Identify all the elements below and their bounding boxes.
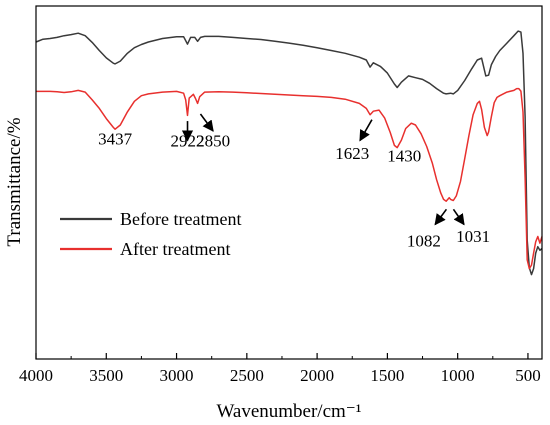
peak-label-1031: 1031	[456, 227, 490, 246]
series-line-before	[35, 30, 543, 276]
x-tick-label-3000: 3000	[160, 366, 194, 385]
peak-arrow-1623	[359, 119, 373, 142]
x-tick-label-500: 500	[515, 366, 541, 385]
peak-label-2850: 2850	[196, 131, 230, 150]
peak-label-1430: 1430	[387, 147, 421, 166]
x-tick-label-2000: 2000	[300, 366, 334, 385]
peak-arrow-1082	[434, 208, 448, 226]
x-tick-label-3500: 3500	[89, 366, 123, 385]
peak-label-1623: 1623	[335, 144, 369, 163]
plot-lines	[35, 30, 543, 276]
x-tick-label-4000: 4000	[19, 366, 53, 385]
x-tick-label-1000: 1000	[441, 366, 475, 385]
x-axis-label: Wavenumber/cm⁻¹	[216, 401, 361, 422]
legend: Before treatment After treatment	[60, 209, 241, 259]
legend-label-after: After treatment	[120, 239, 230, 259]
peak-label-3437: 3437	[98, 129, 133, 148]
peak-label-2922: 2922	[171, 131, 205, 150]
peak-arrow-2850	[199, 113, 214, 132]
plot-frame	[35, 5, 543, 360]
peak-arrow-1031	[452, 208, 465, 226]
x-tick-label-1500: 1500	[370, 366, 404, 385]
x-tick-label-2500: 2500	[230, 366, 264, 385]
x-axis-ticks: 4000 3500 3000 2500 2000 1500 1000 500	[19, 353, 541, 385]
series-line-after	[36, 87, 543, 270]
peak-label-1082: 1082	[407, 232, 441, 251]
y-axis-label: Transmittance/%	[4, 117, 25, 246]
legend-label-before: Before treatment	[120, 209, 241, 229]
